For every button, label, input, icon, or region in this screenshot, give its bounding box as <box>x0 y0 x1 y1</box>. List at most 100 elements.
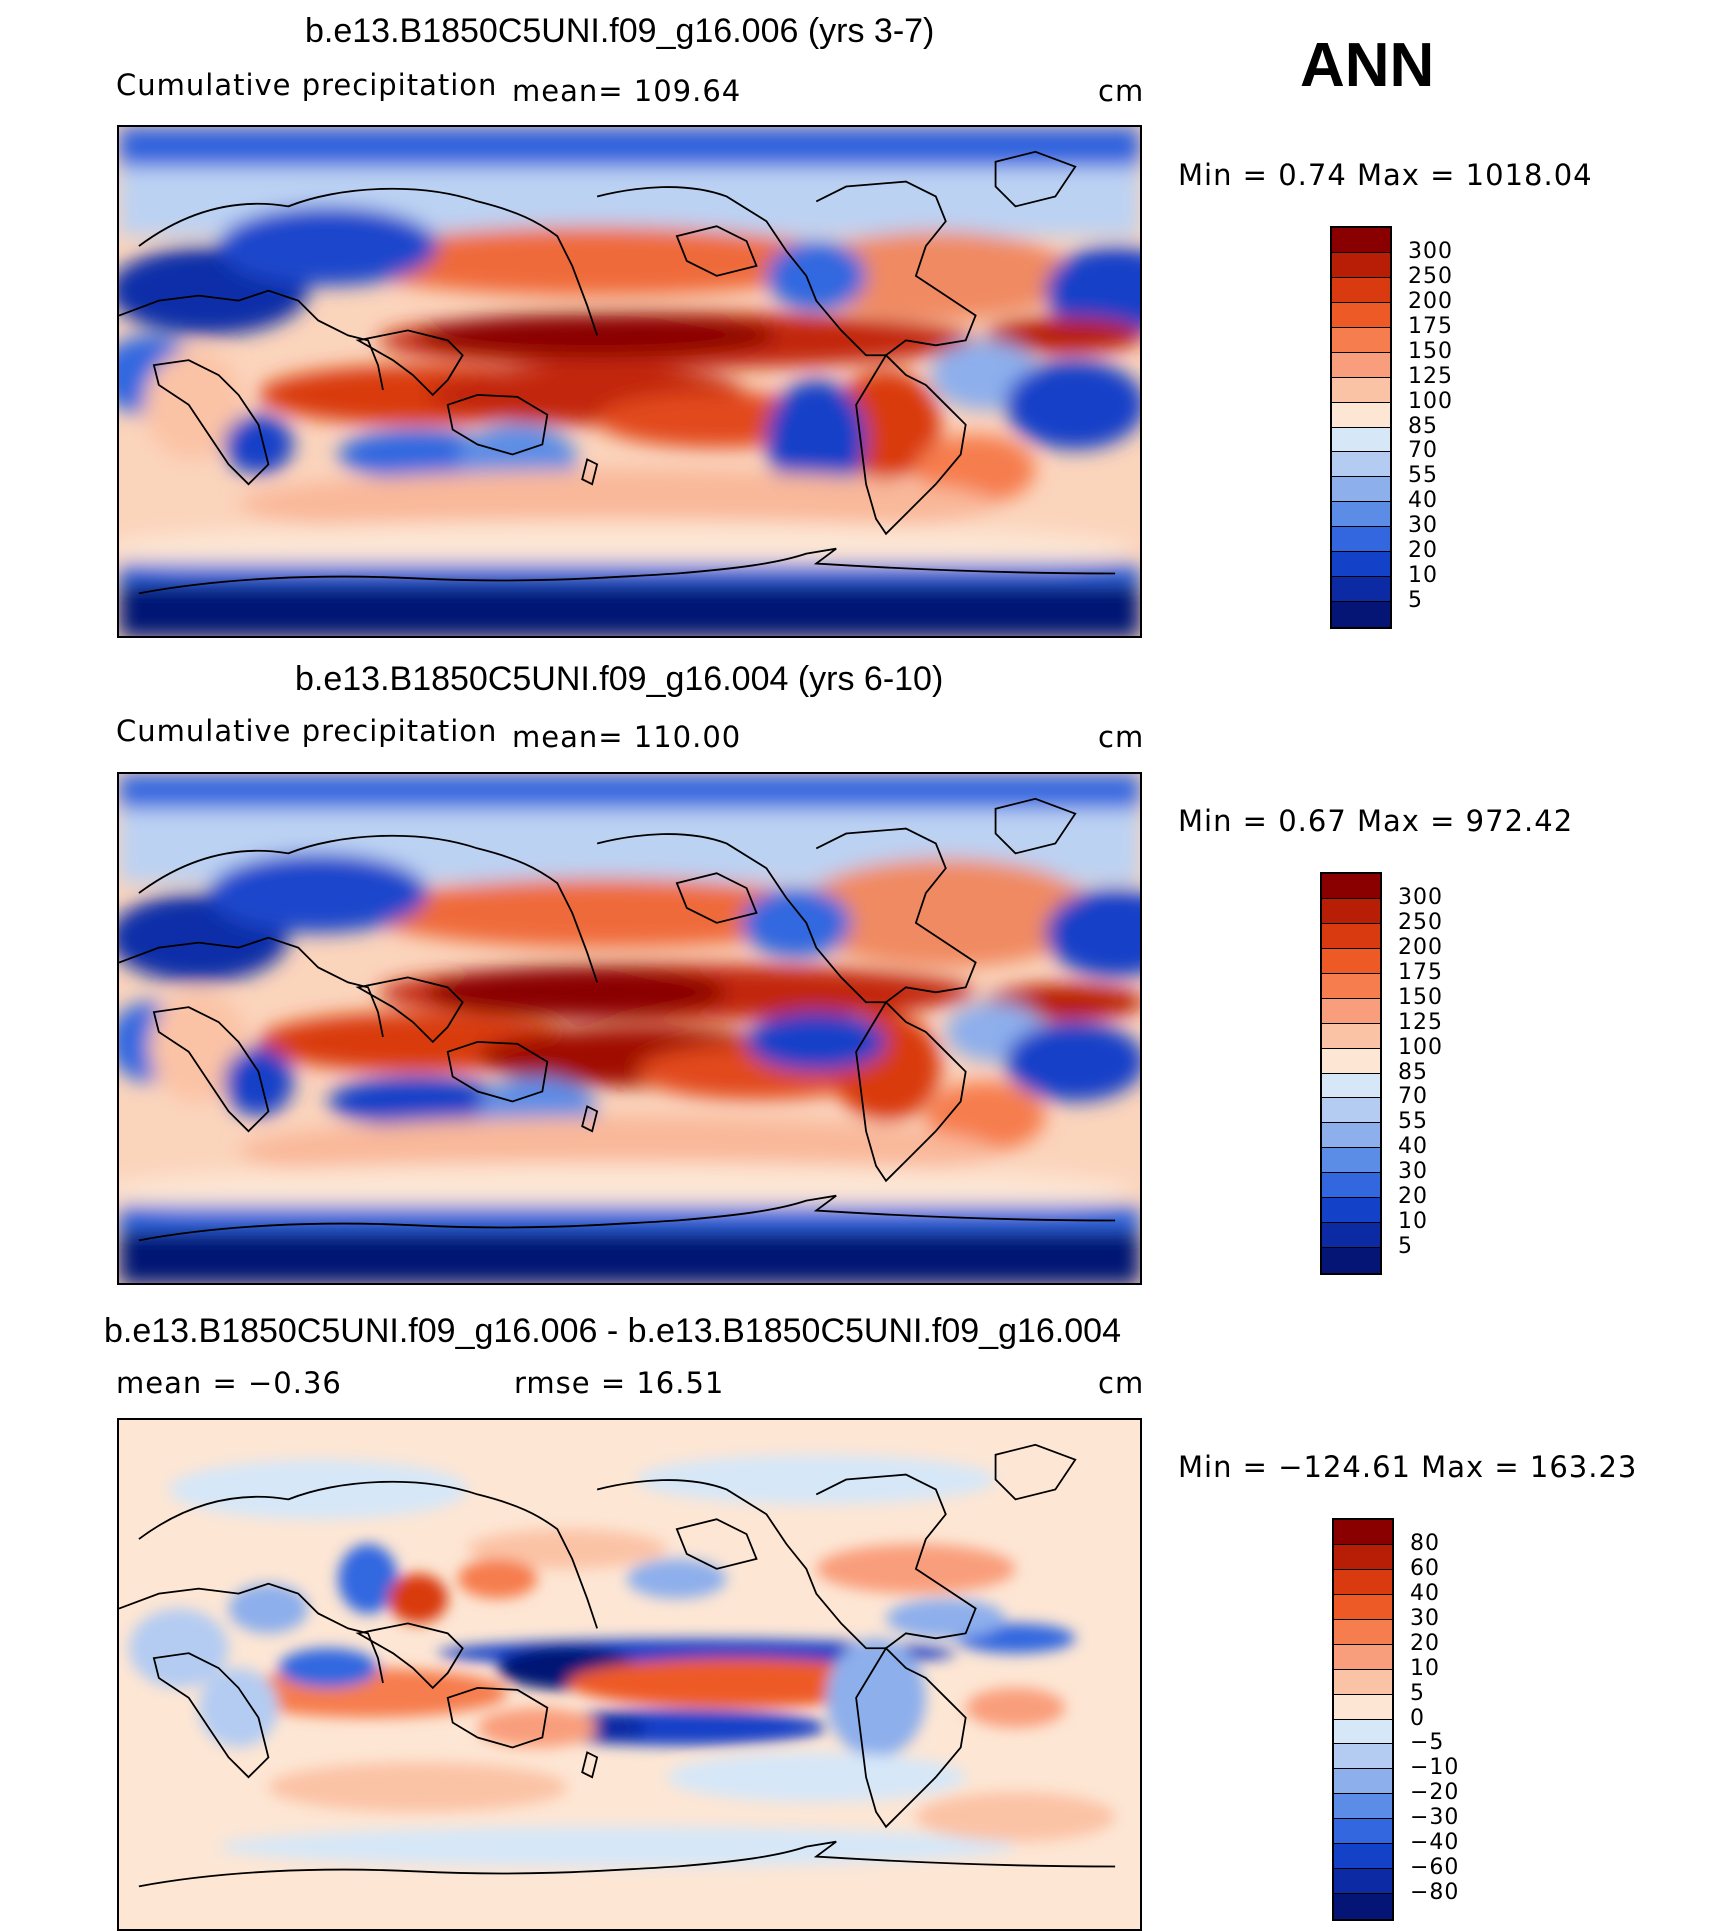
colorbar-tick-label: 175 <box>1398 959 1443 985</box>
colorbar-swatch <box>1322 1198 1380 1224</box>
colorbar-tick-label: 300 <box>1398 884 1443 910</box>
colorbar-tick-label: 0 <box>1410 1705 1425 1731</box>
colorbar-tick-label: 10 <box>1410 1655 1440 1681</box>
colorbar-tick-label: −60 <box>1410 1855 1460 1881</box>
colorbar-tick-label: 70 <box>1398 1084 1428 1110</box>
colorbar-tick-label: 10 <box>1408 563 1438 589</box>
colorbar-swatch <box>1334 1669 1392 1695</box>
panel-2-unit-label: cm <box>1098 720 1145 754</box>
colorbar-swatch <box>1322 1123 1380 1149</box>
colorbar-tick-label: 5 <box>1410 1680 1425 1706</box>
colorbar-swatch <box>1334 1719 1392 1745</box>
colorbar-tick-label: −80 <box>1410 1880 1460 1906</box>
panel-2-title: b.e13.B1850C5UNI.f09_g16.004 (yrs 6-10) <box>295 660 944 698</box>
colorbar-swatch <box>1334 1594 1392 1620</box>
colorbar-swatch <box>1332 228 1390 253</box>
colorbar-swatch <box>1332 502 1390 528</box>
colorbar-tick-label: −5 <box>1410 1730 1445 1756</box>
colorbar-tick-label: −40 <box>1410 1830 1460 1856</box>
colorbar-swatch <box>1334 1769 1392 1795</box>
colorbar-swatch <box>1334 1694 1392 1720</box>
panel-1-title: b.e13.B1850C5UNI.f09_g16.006 (yrs 3-7) <box>305 12 935 50</box>
panel-1-colorbar <box>1330 226 1392 629</box>
colorbar-swatch <box>1322 1023 1380 1049</box>
panel-2-mean-label: mean= 110.00 <box>512 720 742 754</box>
colorbar-swatch <box>1334 1844 1392 1870</box>
panel-3-minmax-label: Min = −124.61 Max = 163.23 <box>1178 1450 1638 1484</box>
colorbar-swatch <box>1334 1569 1392 1595</box>
colorbar-tick-label: 100 <box>1408 388 1453 414</box>
colorbar-swatch <box>1322 948 1380 974</box>
colorbar-tick-label: 150 <box>1408 338 1453 364</box>
colorbar-swatch <box>1322 1048 1380 1074</box>
colorbar-tick-label: 30 <box>1408 513 1438 539</box>
season-label: ANN <box>1300 31 1435 100</box>
colorbar-tick-label: 85 <box>1408 413 1438 439</box>
panel-3-title: b.e13.B1850C5UNI.f09_g16.006 - b.e13.B18… <box>104 1312 1121 1350</box>
colorbar-swatch <box>1322 1073 1380 1099</box>
colorbar-tick-label: 20 <box>1410 1630 1440 1656</box>
colorbar-tick-label: 55 <box>1408 463 1438 489</box>
colorbar-tick-label: 40 <box>1398 1134 1428 1160</box>
panel-3-unit-label: cm <box>1098 1366 1145 1400</box>
colorbar-tick-label: 10 <box>1398 1209 1428 1235</box>
colorbar-tick-label: 5 <box>1398 1234 1413 1260</box>
colorbar-swatch <box>1332 277 1390 303</box>
colorbar-tick-label: 40 <box>1408 488 1438 514</box>
panel-1-variable-label: Cumulative precipitation <box>116 68 498 102</box>
colorbar-swatch <box>1322 874 1380 899</box>
colorbar-tick-label: 60 <box>1410 1555 1440 1581</box>
colorbar-swatch <box>1332 252 1390 278</box>
colorbar-tick-label: −20 <box>1410 1780 1460 1806</box>
panel-3-rmse-label: rmse = 16.51 <box>514 1366 725 1400</box>
colorbar-swatch <box>1332 377 1390 403</box>
colorbar-swatch <box>1334 1520 1392 1545</box>
colorbar-swatch <box>1332 402 1390 428</box>
colorbar-swatch <box>1322 1248 1380 1273</box>
colorbar-swatch <box>1334 1619 1392 1645</box>
colorbar-swatch <box>1322 898 1380 924</box>
colorbar-tick-label: 30 <box>1398 1159 1428 1185</box>
colorbar-tick-label: 250 <box>1408 263 1453 289</box>
colorbar-tick-label: 125 <box>1398 1009 1443 1035</box>
colorbar-swatch <box>1334 1644 1392 1670</box>
colorbar-tick-label: 150 <box>1398 984 1443 1010</box>
colorbar-tick-label: 125 <box>1408 363 1453 389</box>
colorbar-swatch <box>1322 923 1380 949</box>
panel-2-colorbar <box>1320 872 1382 1275</box>
colorbar-tick-label: 175 <box>1408 313 1453 339</box>
colorbar-swatch <box>1322 998 1380 1024</box>
colorbar-tick-label: 30 <box>1410 1605 1440 1631</box>
colorbar-swatch <box>1322 973 1380 999</box>
colorbar-swatch <box>1332 527 1390 553</box>
colorbar-swatch <box>1332 602 1390 627</box>
colorbar-tick-label: 85 <box>1398 1059 1428 1085</box>
colorbar-swatch <box>1322 1098 1380 1124</box>
panel-2-variable-label: Cumulative precipitation <box>116 714 498 748</box>
colorbar-tick-label: 5 <box>1408 588 1423 614</box>
panel-1-unit-label: cm <box>1098 74 1145 108</box>
panel-3-map <box>117 1418 1142 1931</box>
colorbar-swatch <box>1334 1869 1392 1895</box>
colorbar-swatch <box>1332 552 1390 578</box>
colorbar-swatch <box>1334 1744 1392 1770</box>
colorbar-tick-label: 300 <box>1408 238 1453 264</box>
panel-3-mean-label: mean = −0.36 <box>116 1366 342 1400</box>
colorbar-swatch <box>1332 577 1390 603</box>
colorbar-swatch <box>1334 1894 1392 1919</box>
colorbar-swatch <box>1334 1794 1392 1820</box>
colorbar-tick-label: 100 <box>1398 1034 1443 1060</box>
colorbar-swatch <box>1334 1819 1392 1845</box>
colorbar-tick-label: −30 <box>1410 1805 1460 1831</box>
colorbar-swatch <box>1322 1223 1380 1249</box>
colorbar-tick-label: 250 <box>1398 909 1443 935</box>
colorbar-tick-label: 20 <box>1408 538 1438 564</box>
colorbar-swatch <box>1332 302 1390 328</box>
colorbar-tick-label: 20 <box>1398 1184 1428 1210</box>
panel-1-map <box>117 125 1142 638</box>
colorbar-swatch <box>1322 1173 1380 1199</box>
colorbar-tick-label: 80 <box>1410 1530 1440 1556</box>
panel-2-map <box>117 772 1142 1285</box>
colorbar-swatch <box>1322 1148 1380 1174</box>
colorbar-swatch <box>1332 327 1390 353</box>
